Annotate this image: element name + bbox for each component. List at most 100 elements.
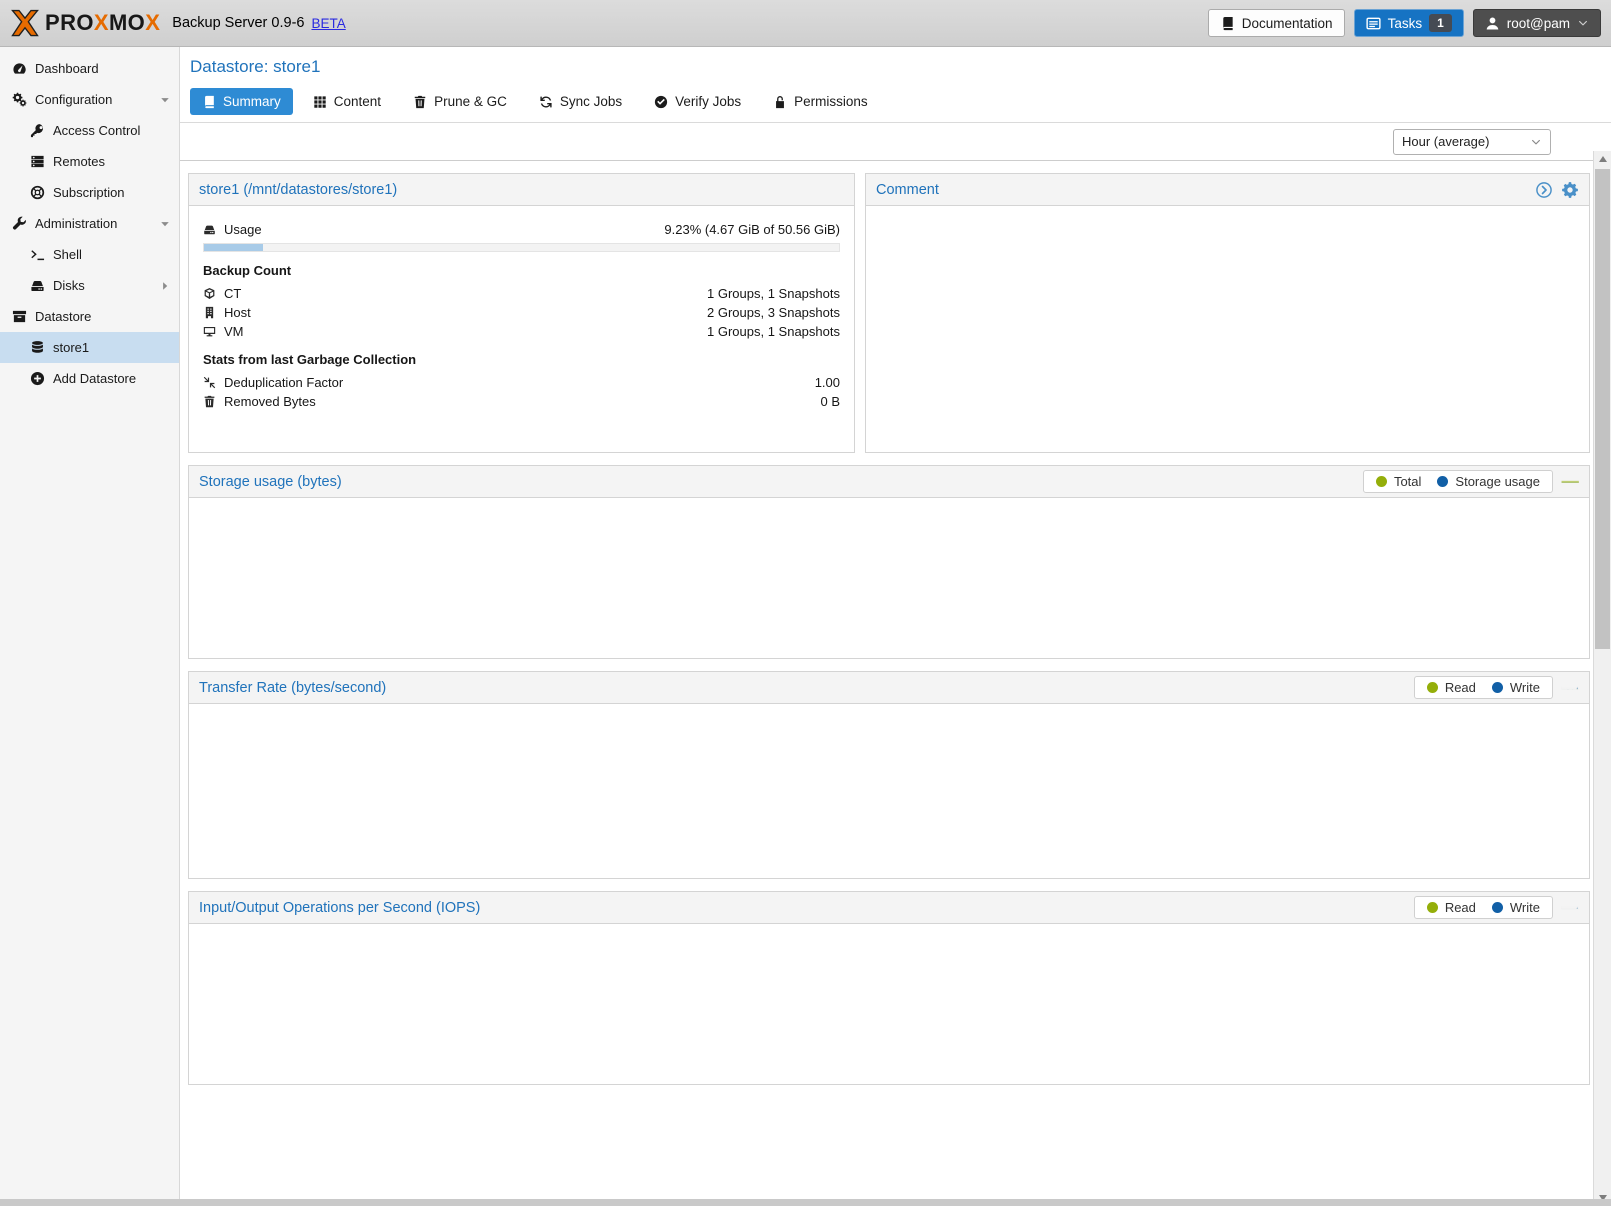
svg-text:2020-11-06: 2020-11-06: [1568, 908, 1570, 909]
sidebar-item-disks[interactable]: Disks: [0, 270, 179, 301]
storage-usage-chart: [189, 501, 489, 651]
legend-label: Read: [1445, 900, 1476, 915]
scroll-up-button[interactable]: [1594, 151, 1611, 167]
legend-dot: [1427, 902, 1438, 913]
sidebar-item-shell[interactable]: Shell: [0, 239, 179, 270]
collapse-chart-icon[interactable]: 010 G20 G30 G40 G50 G60 G2020-11-0611:01…: [1561, 473, 1579, 491]
legend-item-read[interactable]: Read: [1427, 900, 1476, 915]
sidebar-item-access-control[interactable]: Access Control: [0, 115, 179, 146]
row-value: 1 Groups, 1 Snapshots: [707, 286, 840, 301]
archive-icon: [12, 309, 27, 324]
svg-text:11:25:00: 11:25:00: [1567, 908, 1568, 909]
sidebar-item-administration[interactable]: Administration: [0, 208, 179, 239]
svg-text:2020-11-06: 2020-11-06: [1575, 688, 1577, 689]
legend-label: Write: [1510, 680, 1540, 695]
gears-icon: [12, 92, 27, 107]
tasks-button[interactable]: Tasks 1: [1354, 9, 1464, 37]
beta-link[interactable]: BETA: [311, 16, 345, 31]
sidebar-item-dashboard[interactable]: Dashboard: [0, 53, 179, 84]
svg-text:2020-11-06: 2020-11-06: [1563, 908, 1565, 909]
storage-usage-chart-header: Storage usage (bytes) Total Storage usage…: [189, 466, 1589, 498]
tab-content[interactable]: Content: [301, 88, 393, 115]
svg-text:2 M: 2 M: [1561, 685, 1562, 686]
product-title: Backup Server 0.9-6: [172, 15, 304, 31]
row-label: Host: [224, 305, 699, 320]
chart-legend: Total Storage usage: [1363, 470, 1553, 493]
svg-text:11:05:00: 11:05:00: [1562, 688, 1563, 689]
svg-text:11:37:00: 11:37:00: [1570, 688, 1571, 689]
collapse-chart-icon[interactable]: 0500 k1 M1.5 M2 M2020-11-0611:01:002020-…: [1561, 679, 1579, 697]
legend-item-read[interactable]: Read: [1427, 680, 1476, 695]
unlock-icon: [773, 95, 787, 109]
svg-text:2020-11-06: 2020-11-06: [1572, 688, 1574, 689]
plus-circle-icon: [30, 371, 45, 386]
sidebar-item-store1[interactable]: store1: [0, 332, 179, 363]
expand-comment-icon[interactable]: [1535, 181, 1553, 199]
iops-chart: [189, 927, 489, 1077]
sidebar-item-remotes[interactable]: Remotes: [0, 146, 179, 177]
tab-permissions[interactable]: Permissions: [761, 88, 880, 115]
row-value: 2 Groups, 3 Snapshots: [707, 305, 840, 320]
scrollbar-thumb[interactable]: [1595, 169, 1610, 649]
backup-count-row-ct: CT 1 Groups, 1 Snapshots: [203, 284, 840, 303]
legend-item-storage-usage[interactable]: Storage usage: [1437, 474, 1540, 489]
svg-text:11:41:00: 11:41:00: [1571, 908, 1572, 909]
chart-legend: Read Write: [1414, 676, 1553, 699]
tab-verify-jobs[interactable]: Verify Jobs: [642, 88, 753, 115]
legend-label: Storage usage: [1455, 474, 1540, 489]
svg-text:2020-11-06: 2020-11-06: [1564, 908, 1566, 909]
svg-text:11:09:00: 11:09:00: [1563, 908, 1564, 909]
sidebar-item-configuration[interactable]: Configuration: [0, 84, 179, 115]
storage-usage-chart-panel: Storage usage (bytes) Total Storage usage…: [188, 465, 1590, 659]
svg-text:11:57:00: 11:57:00: [1575, 688, 1576, 689]
svg-text:2020-11-06: 2020-11-06: [1571, 908, 1573, 909]
sidebar-item-add-datastore[interactable]: Add Datastore: [0, 363, 179, 394]
comment-settings-icon[interactable]: [1561, 181, 1579, 199]
row-label: CT: [224, 286, 699, 301]
page-title: Datastore: store1: [190, 57, 1601, 77]
time-range-select[interactable]: Hour (average): [1393, 129, 1551, 155]
svg-text:2020-11-06: 2020-11-06: [1562, 688, 1564, 689]
legend-item-write[interactable]: Write: [1492, 900, 1540, 915]
legend-item-write[interactable]: Write: [1492, 680, 1540, 695]
sidebar-item-label: Datastore: [35, 309, 171, 324]
tab-label: Prune & GC: [434, 94, 507, 109]
svg-text:2020-11-06: 2020-11-06: [1574, 688, 1576, 689]
usage-progress-fill: [204, 244, 263, 251]
tab-label: Summary: [223, 94, 281, 109]
user-menu-button[interactable]: root@pam: [1473, 9, 1601, 37]
tab-label: Permissions: [794, 94, 868, 109]
topbar: PROXMOX Backup Server 0.9-6 BETA Documen…: [0, 0, 1611, 47]
legend-item-total[interactable]: Total: [1376, 474, 1421, 489]
legend-dot: [1437, 476, 1448, 487]
svg-text:2020-11-06: 2020-11-06: [1566, 908, 1568, 909]
sidebar-item-datastore[interactable]: Datastore: [0, 301, 179, 332]
svg-text:11:21:00: 11:21:00: [1566, 908, 1567, 909]
comment-body[interactable]: [866, 206, 1589, 452]
svg-text:2020-11-06: 2020-11-06: [1574, 908, 1576, 909]
backup-count-heading: Backup Count: [203, 263, 840, 278]
vertical-scrollbar[interactable]: [1593, 151, 1611, 1206]
svg-text:11:01:00: 11:01:00: [1561, 908, 1562, 909]
tab-sync-jobs[interactable]: Sync Jobs: [527, 88, 634, 115]
usage-row: Usage 9.23% (4.67 GiB of 50.56 GiB): [203, 218, 840, 240]
server-stack-icon: [30, 154, 45, 169]
svg-text:0: 0: [1561, 908, 1562, 909]
backup-count-row-vm: VM1 Groups, 1 Snapshots: [203, 322, 840, 341]
svg-text:2020-11-06: 2020-11-06: [1562, 908, 1564, 909]
storage-usage-chart-title: Storage usage (bytes): [199, 474, 342, 490]
svg-text:11:17:00: 11:17:00: [1565, 688, 1566, 689]
gc-stat-row-deduplication-factor: Deduplication Factor1.00: [203, 373, 840, 392]
tab-summary[interactable]: Summary: [190, 88, 293, 115]
svg-text:2020-11-06: 2020-11-06: [1561, 908, 1563, 909]
tab-prune-gc[interactable]: Prune & GC: [401, 88, 519, 115]
comment-title: Comment: [876, 182, 939, 198]
user-icon: [1485, 16, 1500, 31]
datastore-summary-title: store1 (/mnt/datastores/store1): [199, 182, 397, 198]
svg-text:2020-11-06: 2020-11-06: [1565, 908, 1567, 909]
svg-text:2020-11-06: 2020-11-06: [1566, 688, 1568, 689]
sidebar-item-subscription[interactable]: Subscription: [0, 177, 179, 208]
documentation-button[interactable]: Documentation: [1208, 9, 1345, 37]
sidebar-item-label: store1: [53, 340, 171, 355]
collapse-chart-icon[interactable]: 01020304050602020-11-0611:01:002020-11-0…: [1561, 899, 1579, 917]
